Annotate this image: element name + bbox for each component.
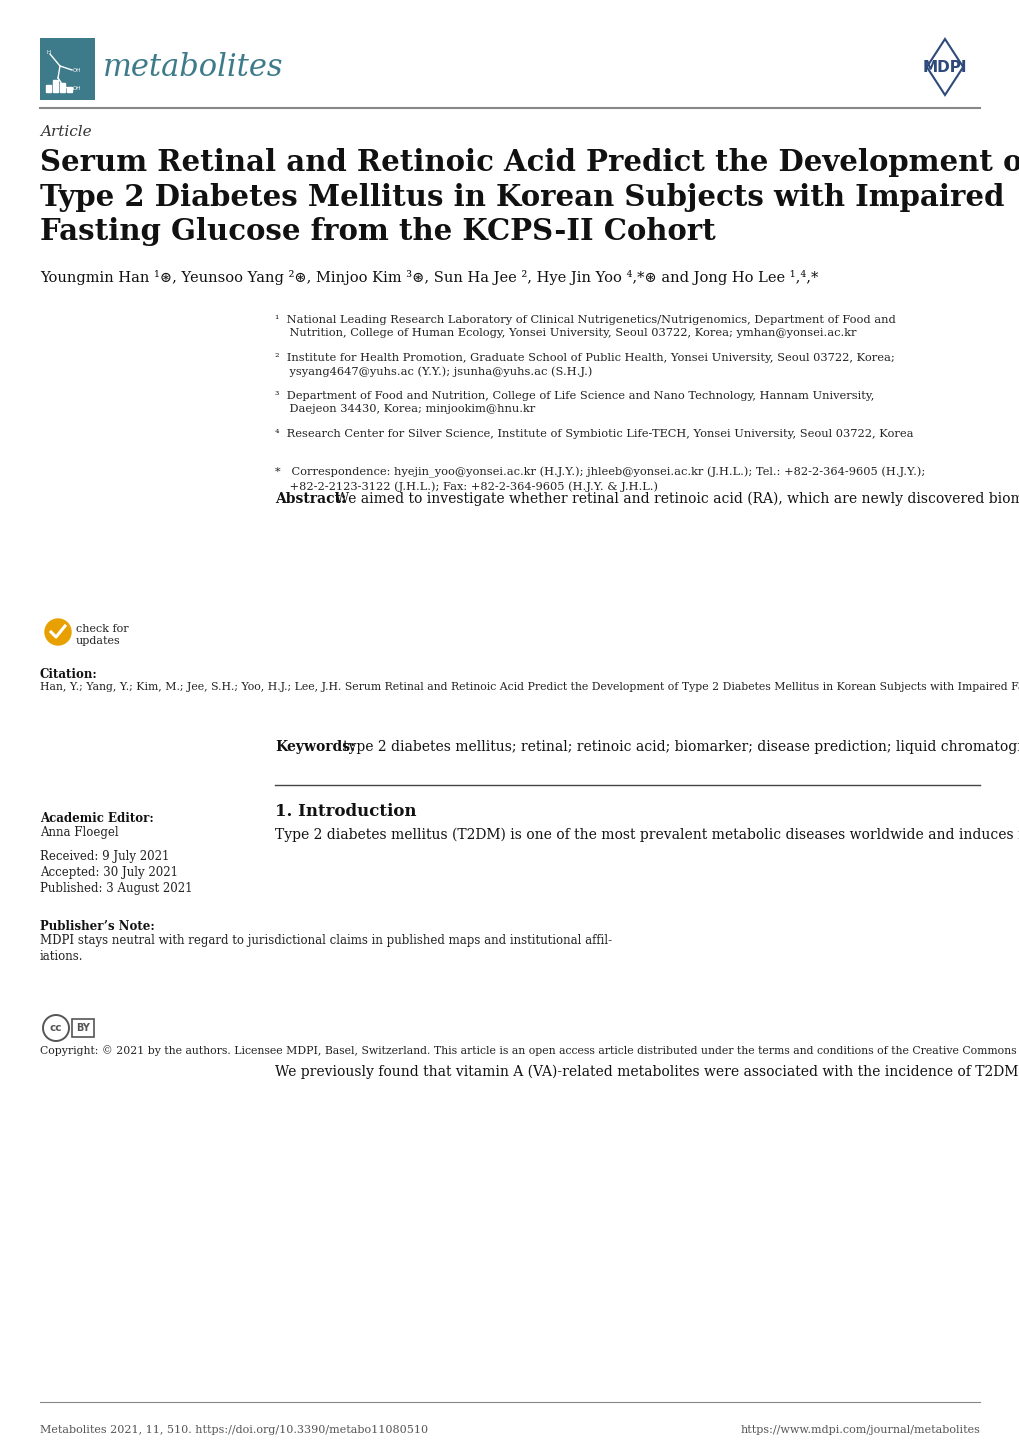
Text: Han, Y.; Yang, Y.; Kim, M.; Jee, S.H.; Yoo, H.J.; Lee, J.H. Serum Retinal and Re: Han, Y.; Yang, Y.; Kim, M.; Jee, S.H.; Y… (40, 682, 1019, 692)
Text: metabolites: metabolites (103, 52, 283, 82)
Text: 1. Introduction: 1. Introduction (275, 803, 416, 820)
Text: type 2 diabetes mellitus; retinal; retinoic acid; biomarker; disease prediction;: type 2 diabetes mellitus; retinal; retin… (342, 740, 1019, 754)
Text: MDPI stays neutral with regard to jurisdictional claims in published maps and in: MDPI stays neutral with regard to jurisd… (40, 934, 611, 963)
Text: Keywords:: Keywords: (275, 740, 355, 754)
Text: Serum Retinal and Retinoic Acid Predict the Development of
Type 2 Diabetes Melli: Serum Retinal and Retinoic Acid Predict … (40, 149, 1019, 247)
Bar (53, 79, 58, 92)
Text: Metabolites 2021, 11, 510. https://doi.org/10.3390/metabo11080510: Metabolites 2021, 11, 510. https://doi.o… (40, 1425, 428, 1435)
Text: Article: Article (40, 125, 92, 138)
Bar (46, 85, 51, 92)
Text: MDPI: MDPI (922, 59, 966, 75)
Circle shape (45, 619, 71, 645)
Text: Citation:: Citation: (40, 668, 98, 681)
Bar (67, 87, 72, 92)
Text: OH: OH (73, 68, 82, 72)
Text: ¹  National Leading Research Laboratory of Clinical Nutrigenetics/Nutrigenomics,: ¹ National Leading Research Laboratory o… (275, 314, 895, 339)
FancyBboxPatch shape (72, 1019, 94, 1037)
Text: Copyright: © 2021 by the authors. Licensee MDPI, Basel, Switzerland. This articl: Copyright: © 2021 by the authors. Licens… (40, 1045, 1019, 1056)
Text: Received: 9 July 2021: Received: 9 July 2021 (40, 849, 169, 862)
Text: Type 2 diabetes mellitus (T2DM) is one of the most prevalent metabolic diseases : Type 2 diabetes mellitus (T2DM) is one o… (275, 828, 1019, 842)
Text: check for
updates: check for updates (76, 624, 128, 646)
Text: Academic Editor:: Academic Editor: (40, 812, 154, 825)
Text: We previously found that vitamin A (VA)-related metabolites were associated with: We previously found that vitamin A (VA)-… (275, 1066, 1019, 1080)
Text: OH: OH (73, 87, 82, 91)
Text: Abstract:: Abstract: (275, 492, 345, 506)
Text: Youngmin Han ¹⊛, Yeunsoo Yang ²⊛, Minjoo Kim ³⊛, Sun Ha Jee ², Hye Jin Yoo ⁴,*⊛ : Youngmin Han ¹⊛, Yeunsoo Yang ²⊛, Minjoo… (40, 270, 817, 286)
Text: Anna Floegel: Anna Floegel (40, 826, 118, 839)
Text: Accepted: 30 July 2021: Accepted: 30 July 2021 (40, 867, 178, 880)
FancyBboxPatch shape (40, 37, 95, 99)
Text: ³  Department of Food and Nutrition, College of Life Science and Nano Technology: ³ Department of Food and Nutrition, Coll… (275, 391, 873, 414)
Text: Published: 3 August 2021: Published: 3 August 2021 (40, 883, 193, 895)
Text: We aimed to investigate whether retinal and retinoic acid (RA), which are newly : We aimed to investigate whether retinal … (334, 492, 1019, 506)
Text: ⁴  Research Center for Silver Science, Institute of Symbiotic Life-TECH, Yonsei : ⁴ Research Center for Silver Science, In… (275, 430, 913, 438)
Text: ²  Institute for Health Promotion, Graduate School of Public Health, Yonsei Univ: ² Institute for Health Promotion, Gradua… (275, 353, 894, 376)
Text: cc: cc (50, 1022, 62, 1032)
Text: https://www.mdpi.com/journal/metabolites: https://www.mdpi.com/journal/metabolites (740, 1425, 979, 1435)
Text: Publisher’s Note:: Publisher’s Note: (40, 920, 155, 933)
Text: H: H (47, 49, 51, 55)
Text: BY: BY (76, 1022, 90, 1032)
Bar (60, 84, 65, 92)
Text: *   Correspondence: hyejin_yoo@yonsei.ac.kr (H.J.Y.); jhleeb@yonsei.ac.kr (J.H.L: * Correspondence: hyejin_yoo@yonsei.ac.k… (275, 467, 924, 492)
